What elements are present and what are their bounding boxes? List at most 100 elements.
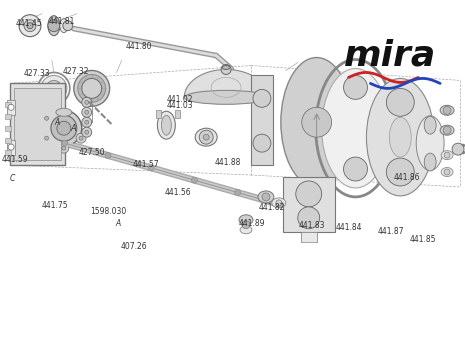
Circle shape — [221, 64, 231, 75]
Ellipse shape — [240, 226, 252, 234]
Circle shape — [63, 21, 73, 31]
Circle shape — [235, 190, 240, 196]
Circle shape — [276, 200, 282, 206]
Ellipse shape — [158, 111, 175, 139]
Ellipse shape — [441, 150, 453, 160]
Text: 441.84: 441.84 — [336, 223, 363, 232]
Text: 441.03: 441.03 — [167, 101, 193, 110]
Text: 441.88: 441.88 — [215, 158, 241, 167]
Circle shape — [59, 143, 69, 153]
Circle shape — [386, 158, 414, 186]
Circle shape — [82, 117, 92, 127]
Circle shape — [203, 134, 209, 140]
Bar — [10, 83, 65, 165]
Circle shape — [344, 157, 367, 181]
Ellipse shape — [78, 75, 106, 102]
Text: 427.50: 427.50 — [79, 148, 106, 157]
Circle shape — [51, 115, 77, 141]
Circle shape — [444, 169, 450, 175]
Bar — [251, 76, 273, 165]
Circle shape — [79, 136, 83, 140]
Ellipse shape — [416, 116, 444, 170]
Text: 1598.030: 1598.030 — [91, 207, 126, 216]
Ellipse shape — [258, 191, 274, 203]
Text: 441.86: 441.86 — [394, 173, 420, 182]
Circle shape — [452, 143, 464, 155]
Text: mira: mira — [344, 38, 437, 72]
Text: 427.33: 427.33 — [24, 69, 50, 78]
Text: 441.02: 441.02 — [167, 94, 193, 104]
Bar — [14, 89, 61, 160]
Circle shape — [85, 120, 89, 124]
Text: 441.57: 441.57 — [133, 160, 159, 169]
Text: 427.32: 427.32 — [63, 67, 89, 76]
Ellipse shape — [56, 108, 72, 116]
Circle shape — [192, 177, 198, 183]
Bar — [7, 140, 15, 155]
Text: 441.82: 441.82 — [259, 203, 285, 211]
Circle shape — [105, 153, 111, 159]
Polygon shape — [184, 70, 268, 97]
Circle shape — [85, 130, 89, 134]
Circle shape — [443, 106, 451, 114]
Text: 441.75: 441.75 — [42, 201, 69, 210]
Bar — [5, 126, 11, 131]
Bar — [283, 177, 335, 232]
Circle shape — [46, 110, 82, 146]
Ellipse shape — [195, 128, 217, 146]
Ellipse shape — [48, 16, 60, 36]
Ellipse shape — [424, 116, 436, 134]
Bar — [156, 110, 161, 118]
Text: 441.81: 441.81 — [49, 17, 75, 26]
Bar — [5, 102, 11, 107]
Bar — [5, 150, 11, 155]
Circle shape — [45, 136, 48, 140]
Text: 441.56: 441.56 — [165, 188, 191, 197]
Text: 441.85: 441.85 — [410, 235, 437, 244]
Text: 441.83: 441.83 — [299, 221, 326, 230]
Ellipse shape — [74, 70, 110, 106]
Bar — [5, 138, 11, 143]
Circle shape — [344, 76, 367, 99]
Ellipse shape — [41, 76, 67, 101]
Circle shape — [62, 146, 66, 150]
Circle shape — [82, 97, 92, 107]
Ellipse shape — [440, 105, 454, 115]
Circle shape — [253, 89, 271, 107]
Circle shape — [45, 116, 48, 120]
Ellipse shape — [424, 153, 436, 171]
Circle shape — [386, 89, 414, 116]
Ellipse shape — [441, 168, 453, 176]
Text: A: A — [115, 219, 120, 228]
Text: A: A — [54, 118, 60, 127]
Ellipse shape — [239, 215, 253, 225]
Circle shape — [253, 134, 271, 152]
Circle shape — [296, 181, 322, 207]
Circle shape — [8, 104, 14, 110]
Ellipse shape — [322, 69, 389, 188]
Circle shape — [42, 113, 52, 123]
Ellipse shape — [440, 125, 454, 135]
Ellipse shape — [222, 65, 230, 70]
Circle shape — [19, 15, 41, 37]
Text: C: C — [10, 174, 15, 183]
Circle shape — [42, 133, 52, 143]
Bar — [175, 110, 180, 118]
Bar — [7, 100, 15, 115]
Circle shape — [27, 23, 33, 29]
Ellipse shape — [281, 57, 352, 187]
Bar — [301, 232, 317, 242]
Text: A: A — [71, 124, 77, 133]
Ellipse shape — [366, 78, 434, 196]
Circle shape — [242, 221, 250, 229]
Circle shape — [298, 207, 319, 229]
Ellipse shape — [184, 90, 268, 104]
Ellipse shape — [161, 115, 171, 135]
Circle shape — [262, 193, 270, 201]
Circle shape — [148, 165, 154, 171]
Circle shape — [82, 127, 92, 137]
Text: 441.59: 441.59 — [2, 155, 28, 164]
Ellipse shape — [60, 19, 68, 33]
Circle shape — [85, 110, 89, 114]
Circle shape — [82, 107, 92, 117]
